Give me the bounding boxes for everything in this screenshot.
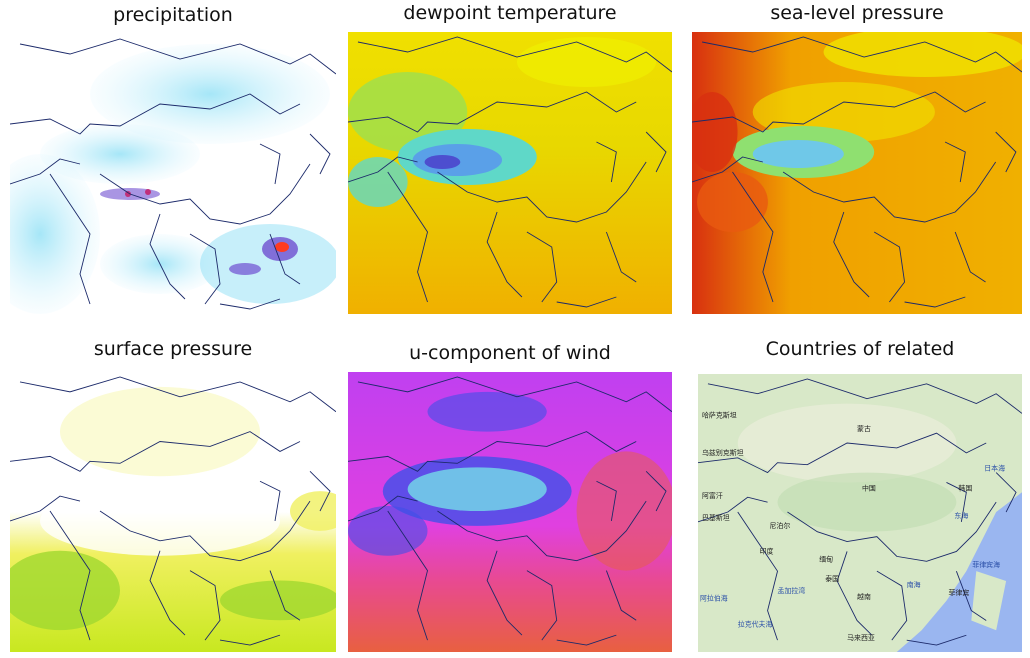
- label-nepal: 尼泊尔: [770, 521, 791, 530]
- label-sea-of-japan: 日本海: [984, 464, 1005, 473]
- label-afghanistan: 阿富汗: [702, 491, 723, 500]
- label-myanmar: 缅甸: [819, 554, 833, 563]
- label-philippines: 菲律宾: [948, 588, 969, 597]
- label-south-china-sea: 南海: [907, 580, 921, 589]
- label-vietnam: 越南: [857, 592, 871, 601]
- slp-map: [692, 32, 1022, 314]
- panel-title-slp: sea-level pressure: [770, 2, 944, 24]
- surface-pressure-map-svg: [10, 372, 336, 652]
- dewpoint-map: [348, 32, 672, 314]
- label-pakistan: 巴基斯坦: [702, 513, 730, 522]
- panel-u-wind: u-component of wind: [348, 336, 672, 656]
- countries-map: 蒙古 中国 韩国 日本海 东海 菲律宾海 南海 印度 缅甸 泰国 越南 孟加拉湾…: [698, 374, 1022, 652]
- precipitation-map-svg: [10, 34, 336, 316]
- panel-title-surface-pressure: surface pressure: [93, 338, 253, 360]
- panel-slp: sea-level pressure: [692, 0, 1022, 318]
- panel-title-dewpoint: dewpoint temperature: [403, 2, 617, 24]
- country-labels: 蒙古 中国 韩国 日本海 东海 菲律宾海 南海 印度 缅甸 泰国 越南 孟加拉湾…: [700, 410, 1005, 642]
- label-uzbekistan: 乌兹别克斯坦: [702, 448, 744, 457]
- label-east-china-sea: 东海: [954, 511, 968, 520]
- panel-surface-pressure: surface pressure: [10, 336, 336, 656]
- panel-title-precipitation: precipitation: [113, 4, 233, 26]
- label-malaysia: 马来西亚: [847, 634, 875, 642]
- label-india: 印度: [760, 546, 774, 555]
- countries-map-svg: 蒙古 中国 韩国 日本海 东海 菲律宾海 南海 印度 缅甸 泰国 越南 孟加拉湾…: [698, 374, 1022, 652]
- label-korea: 韩国: [958, 483, 972, 492]
- panel-title-countries: Countries of related: [765, 338, 955, 360]
- precipitation-map: [10, 34, 336, 316]
- surface-pressure-map: [10, 372, 336, 652]
- panel-dewpoint: dewpoint temperature: [348, 0, 672, 318]
- label-philippine-sea: 菲律宾海: [972, 560, 1000, 569]
- u-wind-map: [348, 372, 672, 652]
- label-arabian-sea: 阿拉伯海: [700, 594, 728, 603]
- label-thailand: 泰国: [825, 574, 839, 583]
- slp-map-svg: [692, 32, 1022, 314]
- label-china: 中国: [862, 483, 876, 492]
- panel-title-u-wind: u-component of wind: [409, 342, 611, 364]
- dewpoint-map-svg: [348, 32, 672, 314]
- label-laccadive-sea: 拉克代夫海: [738, 619, 773, 628]
- u-wind-map-svg: [348, 372, 672, 652]
- label-kazakhstan: 哈萨克斯坦: [702, 410, 737, 419]
- panel-countries: Countries of related 蒙古 中国 韩国 日本海 东海 菲律宾…: [698, 336, 1022, 656]
- panel-precipitation: precipitation: [10, 0, 336, 318]
- label-bay-of-bengal: 孟加拉湾: [778, 586, 806, 595]
- label-mongolia: 蒙古: [857, 424, 871, 433]
